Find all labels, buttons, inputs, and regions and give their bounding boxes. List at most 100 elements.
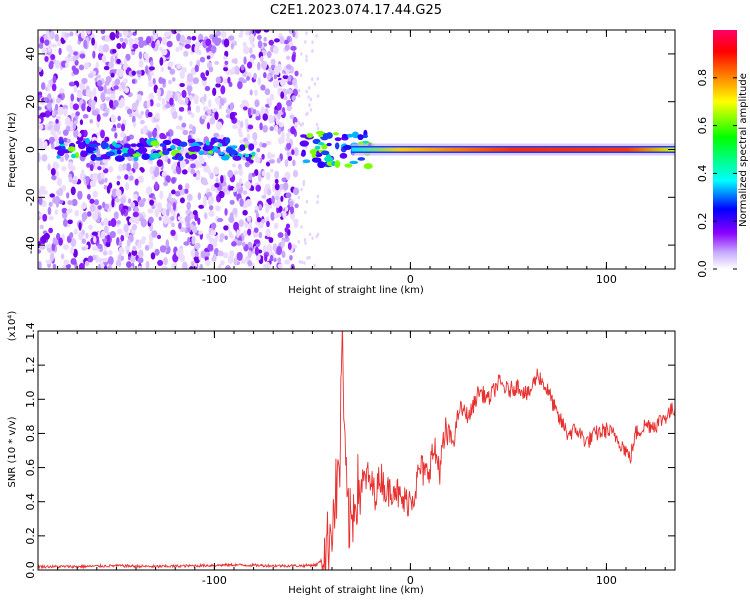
spectrogram-tone-blob: [334, 142, 340, 150]
spectrogram-noise-cell: [74, 209, 80, 217]
spectrogram-noise-cell: [140, 110, 144, 115]
spectrogram-noise-cell: [39, 112, 47, 118]
spectrogram-tone-blob: [216, 138, 223, 143]
spectrogram-tone-blob: [357, 157, 366, 161]
spectrogram-tone-blob: [334, 160, 341, 168]
snr-y-tick-label: 0.8: [24, 425, 37, 443]
spectrogram-tone-blob: [100, 141, 109, 149]
spectrogram-tone-blob: [302, 159, 311, 164]
spectrogram-noise-cell: [64, 32, 71, 38]
spectrogram-noise-cell: [55, 97, 62, 104]
spectrogram-noise-cell: [102, 43, 110, 53]
spectrogram-tone-blob: [314, 145, 321, 150]
spectrogram-noise-cell: [51, 110, 56, 117]
spectrogram-noise-cell: [110, 115, 117, 123]
spectrogram-noise-cell: [38, 106, 42, 111]
spectrogram-noise-cell: [102, 251, 108, 256]
spectrogram-noise-cell: [263, 187, 267, 197]
spectrogram-noise-cell: [128, 218, 133, 223]
spectrogram-tone-blob: [224, 137, 231, 144]
spectrogram-noise-cell: [175, 165, 180, 172]
spectrogram-noise-cell: [247, 260, 253, 267]
spectrogram-noise-cell: [172, 202, 177, 211]
spectrogram-noise-cell: [119, 37, 124, 42]
spectrogram-noise-cell: [46, 83, 51, 92]
spectrogram-noise-cell: [266, 97, 271, 104]
spectrogram-tone-blob: [326, 142, 332, 147]
spectrogram-noise-cell: [276, 102, 282, 111]
spectrogram-noise-cell: [263, 30, 270, 33]
spectrogram-noise-cell: [104, 34, 110, 43]
spectrogram-noise-cell: [292, 78, 297, 86]
spectrogram-noise-cell: [116, 228, 123, 235]
spectrogram-noise-cell: [220, 85, 226, 95]
spectrogram-noise-cell: [103, 265, 108, 269]
spectrogram-noise-cell: [86, 193, 91, 200]
spectrogram-noise-cell: [154, 112, 160, 119]
spectrogram-noise-cell: [257, 76, 262, 86]
spectrogram-noise-cell: [104, 136, 110, 143]
spectrogram-noise-cell: [253, 239, 260, 244]
spectrogram-noise-cell: [269, 126, 274, 132]
spectrogram-noise-cell: [121, 123, 126, 132]
spectrogram-noise-cell: [179, 197, 185, 204]
spectrogram-noise-cell: [274, 183, 280, 191]
spectrogram-noise-cell: [285, 223, 291, 229]
spectrogram-noise-cell: [175, 30, 182, 33]
spectrogram-noise-cell: [199, 263, 204, 269]
spectrogram-tone-blob: [67, 146, 76, 152]
spectrogram-noise-cell: [280, 195, 284, 202]
spectrogram-tone-blob: [132, 153, 141, 157]
spectrogram-noise-cell: [147, 111, 153, 118]
spectrogram-noise-cell: [70, 93, 75, 102]
colorbar-gradient: [713, 30, 737, 269]
spectrogram-noise-cell: [65, 61, 69, 69]
spectrogram-noise-cell: [207, 243, 214, 252]
spectrogram-noise-cell: [43, 34, 48, 40]
spectrogram-noise-cell: [264, 183, 271, 190]
spectrogram-noise-cell: [49, 193, 55, 198]
spectrogram-noise-cell: [184, 39, 191, 45]
spectrogram-noise-cell: [115, 189, 122, 197]
spectrogram-noise-cell: [239, 120, 244, 128]
spectrogram-noise-cell: [294, 70, 299, 77]
spectrogram-tone-blob: [105, 151, 115, 157]
spectrogram-noise-cell: [215, 205, 221, 212]
spectrogram-noise-cell: [315, 34, 318, 38]
spectrogram-noise-cell: [124, 174, 129, 180]
spectrogram-noise-cell: [305, 31, 308, 35]
spectrogram-noise-cell: [132, 245, 137, 252]
spectrogram-noise-cell: [236, 251, 243, 261]
spectrogram-tone-blob: [351, 131, 359, 139]
spectrogram-noise-cell: [120, 208, 126, 215]
spectrogram-noise-cell: [266, 244, 273, 254]
spectrogram-noise-cell: [311, 236, 314, 240]
spectrogram-noise-cell: [219, 233, 225, 240]
snr-y-multiplier: (x10⁴): [7, 311, 18, 342]
spectrogram-noise-cell: [39, 212, 43, 218]
spectrogram-noise-cell: [69, 165, 76, 172]
spectrogram-noise-cell: [210, 230, 217, 236]
spectrogram-noise-cell: [243, 45, 250, 55]
spectrogram-noise-cell: [78, 221, 82, 231]
spectrogram-noise-cell: [81, 169, 85, 177]
spectrogram-noise-cell: [62, 129, 69, 136]
colorbar-tick-label: 0.6: [696, 117, 709, 135]
spectrogram-noise-cell: [85, 89, 92, 97]
spectrogram-noise-cell: [273, 74, 277, 80]
spectrogram-tone-blob: [141, 153, 150, 161]
spectrogram-noise-cell: [66, 138, 71, 144]
spectrogram-noise-cell: [233, 187, 237, 193]
spectrogram-noise-cell: [48, 227, 54, 234]
spectrogram-noise-cell: [263, 72, 267, 79]
spectrogram-tone-blob: [218, 142, 223, 148]
spectrogram-tone-blob: [321, 143, 328, 150]
spectrogram-noise-cell: [192, 210, 198, 216]
spectrogram-noise-cell: [184, 215, 191, 224]
spectrogram-tone-blob: [357, 134, 364, 141]
spectrogram-noise-cell: [243, 56, 247, 65]
spectrogram-noise-cell: [100, 92, 106, 101]
spectrogram-noise-cell: [273, 109, 279, 115]
spectrogram-noise-cell: [161, 170, 167, 177]
spectrogram-noise-cell: [97, 166, 102, 171]
